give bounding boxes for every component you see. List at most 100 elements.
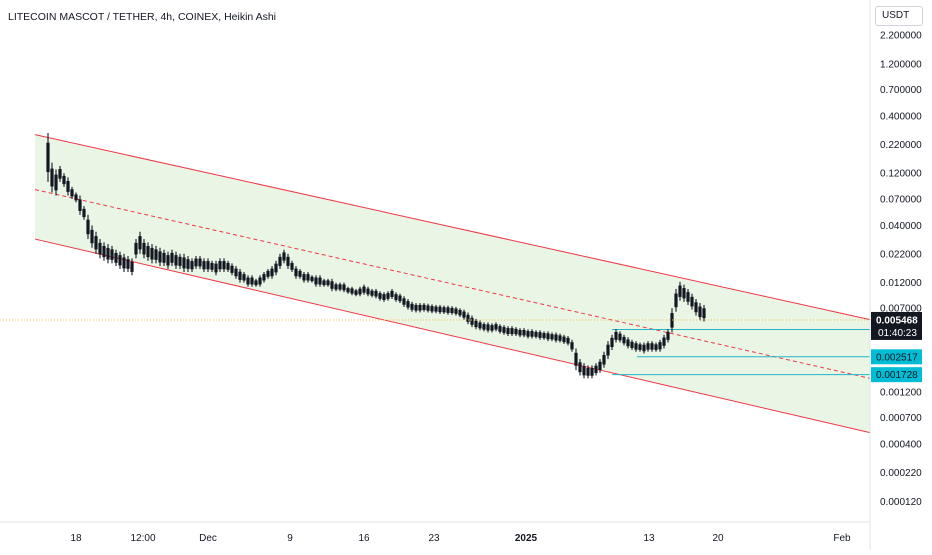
candle-body: [186, 259, 190, 269]
candle-body: [410, 303, 414, 310]
candle-body: [654, 344, 658, 350]
level-price-tag[interactable]: [871, 349, 922, 365]
candle-body: [650, 343, 654, 350]
candle-body: [470, 317, 474, 325]
candle-body: [58, 169, 62, 179]
candle-body: [70, 189, 74, 197]
candle-body: [282, 252, 286, 261]
candle-body: [366, 288, 370, 295]
channel-lower-line[interactable]: [34, 238, 871, 434]
candle-body: [326, 280, 330, 286]
candle-body: [286, 256, 290, 266]
candle-body: [318, 277, 322, 285]
candle-body: [570, 342, 574, 350]
candle-body: [374, 290, 378, 297]
candle-body: [206, 261, 210, 270]
level-price-tag[interactable]: [871, 367, 922, 383]
candle-body: [422, 304, 426, 310]
candle-body: [346, 288, 350, 293]
candle-body: [666, 331, 670, 340]
candle-body: [486, 324, 490, 331]
candle-body: [74, 194, 78, 201]
price-tick-label: 2.200000: [880, 31, 922, 42]
candle-body: [322, 280, 326, 286]
candle-body: [342, 284, 346, 291]
candle-body: [210, 263, 214, 270]
candle-body: [258, 277, 262, 285]
candle-body: [290, 263, 294, 270]
candle-body: [414, 304, 418, 311]
chart-title: LITECOIN MASCOT / TETHER, 4h, COINEX, He…: [8, 11, 277, 23]
channel-upper-line[interactable]: [34, 134, 871, 321]
candle-body: [518, 329, 522, 336]
candle-body: [178, 256, 182, 266]
candle-body: [338, 284, 342, 290]
candle-body: [358, 288, 362, 295]
candle-body: [334, 284, 338, 290]
price-tick-label: 0.400000: [880, 111, 922, 122]
candle-body: [434, 306, 438, 312]
candle-body: [418, 304, 422, 311]
candle-body: [602, 354, 606, 365]
price-tick-label: 0.007000: [880, 304, 922, 315]
candle-body: [230, 265, 234, 273]
price-tick-label: 0.001200: [880, 387, 922, 398]
candle-body: [162, 252, 166, 263]
candle-body: [370, 290, 374, 296]
candle-body: [62, 175, 66, 185]
channel-midline[interactable]: [34, 189, 871, 379]
regression-channel[interactable]: [34, 134, 871, 434]
candle-body: [90, 229, 94, 244]
candle-body: [538, 332, 542, 338]
candle-body: [466, 314, 470, 322]
candle-body: [394, 294, 398, 300]
candle-body: [246, 277, 250, 285]
candle-body: [630, 341, 634, 349]
candle-body: [110, 249, 114, 260]
candle-body: [142, 242, 146, 255]
level-price-tag-label: 0.002517: [876, 352, 918, 363]
candle-body: [462, 311, 466, 318]
candle-body: [438, 306, 442, 313]
candle-body: [498, 326, 502, 332]
candle-body: [302, 274, 306, 281]
candle-body: [130, 261, 134, 272]
candle-body: [526, 331, 530, 337]
candle-body: [170, 252, 174, 263]
candle-body: [54, 174, 58, 191]
time-tick-label: 13: [643, 533, 655, 544]
candle-body: [578, 362, 582, 373]
candle-body: [490, 325, 494, 331]
currency-selector[interactable]: USDT: [875, 6, 923, 26]
candle-body: [678, 285, 682, 297]
candle-body: [262, 274, 266, 281]
candle-body: [242, 274, 246, 281]
candle-body: [106, 247, 110, 260]
candle-body: [546, 333, 550, 340]
candle-body: [354, 290, 358, 295]
candle-body: [82, 208, 86, 218]
price-tick-label: 0.000700: [880, 413, 922, 424]
price-tick-label: 0.120000: [880, 169, 922, 180]
candle-body: [150, 247, 154, 260]
candle-body: [250, 277, 254, 285]
horizontal-levels[interactable]: [612, 329, 870, 376]
candle-body: [402, 298, 406, 305]
candle-body: [266, 270, 270, 277]
candle-body: [506, 328, 510, 335]
candle-body: [78, 199, 82, 211]
time-tick-label: 18: [70, 533, 82, 544]
last-price-tag[interactable]: [871, 311, 922, 340]
candle-body: [626, 339, 630, 347]
candle-body: [474, 320, 478, 328]
candle-body: [566, 337, 570, 344]
candle-body: [146, 246, 150, 258]
candle-body: [674, 293, 678, 308]
candle-body: [478, 322, 482, 329]
candle-body: [642, 344, 646, 352]
time-tick-label: 2025: [515, 533, 538, 544]
candle-body: [174, 255, 178, 266]
